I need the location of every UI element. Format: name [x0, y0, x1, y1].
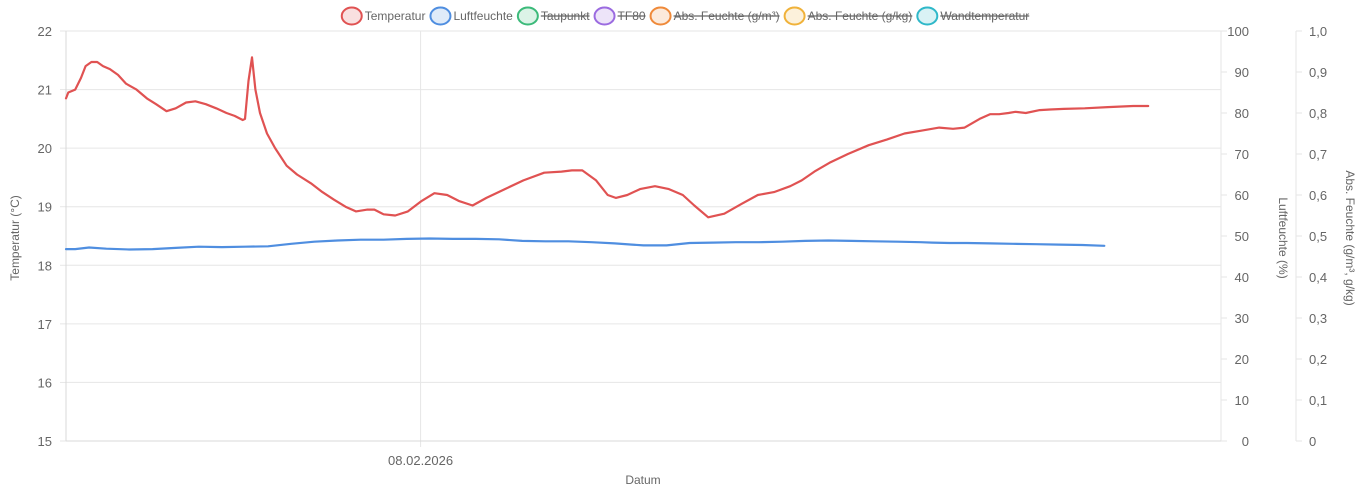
- legend-item-abs-feuchte-g-kg-[interactable]: Abs. Feuchte (g/kg): [783, 6, 913, 26]
- y-left-tick-label: 20: [38, 141, 52, 156]
- series-line-luftfeuchte: [64, 237, 1106, 251]
- y-left-tick-label: 21: [38, 83, 52, 98]
- legend-item-luftfeuchte[interactable]: Luftfeuchte: [429, 6, 513, 26]
- y-right2-tick-label: 0,3: [1309, 311, 1327, 326]
- legend-item-temperatur[interactable]: Temperatur: [340, 6, 426, 26]
- legend-item-wandtemperatur[interactable]: Wandtemperatur: [916, 6, 1030, 26]
- legend-swatch-icon: [340, 6, 363, 26]
- y-right1-tick-label: 0: [1242, 434, 1249, 449]
- x-axis-title: Datum: [625, 473, 660, 487]
- y-right2-tick-label: 0,4: [1309, 270, 1327, 285]
- legend-item-tf80[interactable]: TF80: [593, 6, 646, 26]
- y-axis-absolute-humidity: 0 0,1 0,2 0,3 0,4 0,5 0,6 0,7 0,8 0,9 1,0: [1295, 24, 1327, 449]
- legend-item-taupunkt[interactable]: Taupunkt: [516, 6, 590, 26]
- y-left-tick-label: 19: [38, 200, 52, 215]
- series-lines: [64, 56, 1150, 251]
- y-right2-tick-label: 0,2: [1309, 352, 1327, 367]
- y-right1-tick-label: 70: [1235, 147, 1249, 162]
- legend-item-abs-feuchte-g-m-[interactable]: Abs. Feuchte (g/m³): [649, 6, 780, 26]
- y-left-tick-label: 15: [38, 434, 52, 449]
- y-left-tick-label: 16: [38, 375, 52, 390]
- y-left-tick-label: 22: [38, 24, 52, 39]
- grid-lines: [66, 30, 1221, 447]
- y-right1-tick-label: 60: [1235, 188, 1249, 203]
- legend-swatch-icon: [516, 6, 539, 26]
- y-right2-tick-label: 0,9: [1309, 65, 1327, 80]
- y-axis-right1-title: Luftfeuchte (%): [1276, 197, 1290, 278]
- legend-swatch-icon: [916, 6, 939, 26]
- legend-swatch-icon: [649, 6, 672, 26]
- y-right1-tick-label: 40: [1235, 270, 1249, 285]
- y-right1-tick-label: 30: [1235, 311, 1249, 326]
- legend-label: Temperatur: [365, 9, 426, 23]
- y-left-tick-label: 17: [38, 317, 52, 332]
- y-axis-right2-title: Abs. Feuchte (g/m³, g/kg): [1343, 170, 1357, 305]
- y-right2-tick-label: 0,7: [1309, 147, 1327, 162]
- y-right2-tick-label: 0: [1309, 434, 1316, 449]
- legend-swatch-icon: [593, 6, 616, 26]
- y-right1-tick-label: 10: [1235, 393, 1249, 408]
- y-axis-humidity: 0 10 20 30 40 50 60 70 80 90 100: [1220, 24, 1249, 449]
- y-axis-left-title: Temperatur (°C): [8, 195, 22, 280]
- y-right2-tick-label: 0,5: [1309, 229, 1327, 244]
- y-left-tick-label: 18: [38, 258, 52, 273]
- y-right1-tick-label: 100: [1227, 24, 1249, 39]
- y-right1-tick-label: 90: [1235, 65, 1249, 80]
- y-right2-tick-label: 0,1: [1309, 393, 1327, 408]
- legend: Temperatur Luftfeuchte Taupunkt TF80 Abs. Fe…: [340, 6, 1030, 26]
- x-tick-label: 08.02.2026: [388, 453, 453, 468]
- series-line-temperatur: [64, 56, 1150, 219]
- legend-label: Luftfeuchte: [453, 9, 513, 23]
- y-right2-tick-label: 0,8: [1309, 106, 1327, 121]
- y-axis-temperature: 15 16 17 18 19 20 21 22: [38, 24, 67, 449]
- y-right1-tick-label: 20: [1235, 352, 1249, 367]
- x-axis: 08.02.2026: [66, 440, 1221, 468]
- legend-swatch-icon: [429, 6, 452, 26]
- y-right2-tick-label: 1,0: [1309, 24, 1327, 39]
- y-right1-tick-label: 50: [1235, 229, 1249, 244]
- y-right2-tick-label: 0,6: [1309, 188, 1327, 203]
- legend-swatch-icon: [783, 6, 806, 26]
- y-right1-tick-label: 80: [1235, 106, 1249, 121]
